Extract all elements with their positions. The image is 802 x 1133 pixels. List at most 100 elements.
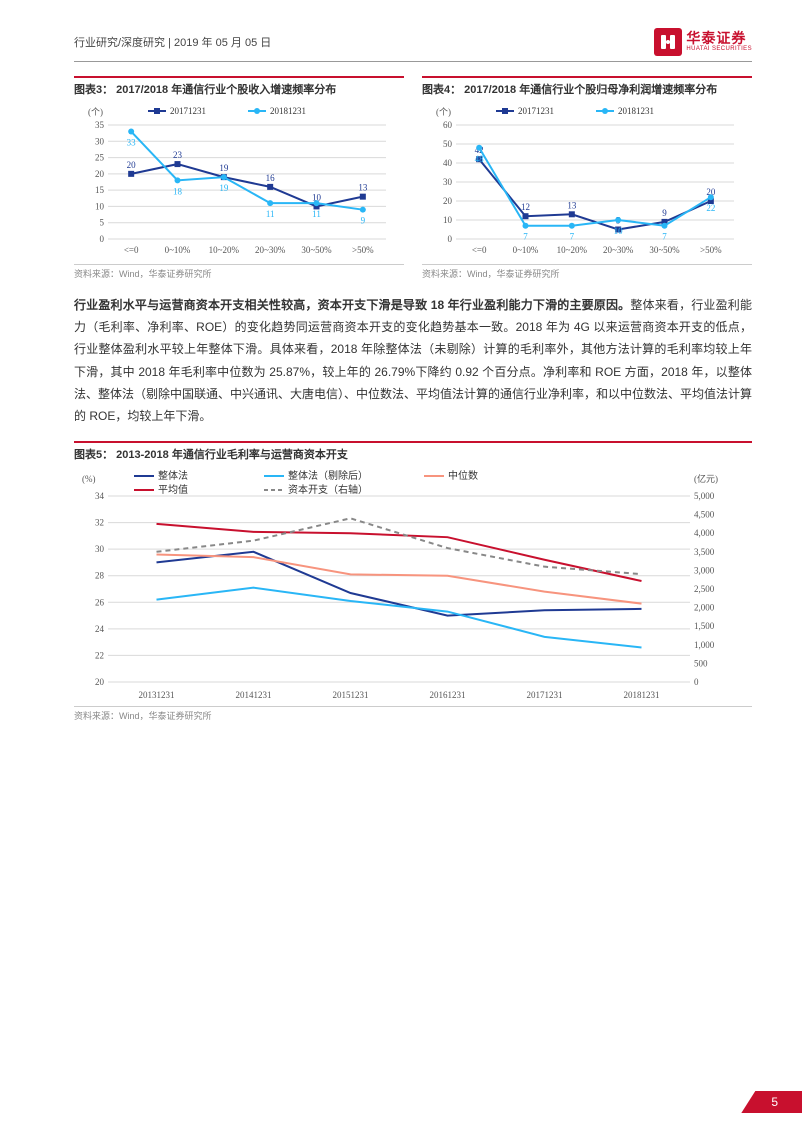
svg-text:20: 20	[443, 196, 453, 206]
svg-text:4,500: 4,500	[694, 510, 715, 520]
svg-text:20171231: 20171231	[527, 690, 563, 700]
svg-text:22: 22	[95, 651, 104, 661]
svg-text:9: 9	[361, 216, 366, 226]
svg-text:24: 24	[95, 624, 105, 634]
svg-text:10~20%: 10~20%	[209, 245, 240, 255]
svg-text:中位数: 中位数	[448, 469, 478, 482]
svg-text:1,500: 1,500	[694, 621, 715, 631]
svg-text:3,500: 3,500	[694, 547, 715, 557]
chart3-block: 图表3： 2017/2018 年通信行业个股收入增速频率分布 0 5 10 15 20 2…	[74, 76, 404, 280]
logo-icon	[654, 28, 682, 56]
svg-text:19: 19	[219, 183, 229, 193]
svg-text:资本开支（右轴）: 资本开支（右轴）	[288, 483, 368, 496]
svg-text:5,000: 5,000	[694, 491, 715, 501]
svg-text:>50%: >50%	[352, 245, 374, 255]
body-bold-lead: 行业盈利水平与运营商资本开支相关性较高，资本开支下滑是导致 18 年行业盈利能力…	[74, 298, 630, 312]
svg-text:9: 9	[662, 208, 667, 218]
svg-text:0~10%: 0~10%	[513, 245, 539, 255]
svg-text:(亿元): (亿元)	[694, 473, 718, 484]
svg-text:11: 11	[312, 209, 321, 219]
svg-text:13: 13	[567, 200, 577, 210]
svg-text:19: 19	[219, 163, 229, 173]
chart4-svg: 0 10 20 30 40 50 60 (个) <=0 0~10% 10~20% 20~30% 30~5…	[422, 101, 742, 261]
svg-text:20141231: 20141231	[236, 690, 272, 700]
svg-text:500: 500	[694, 659, 708, 669]
logo-text-cn: 华泰证券	[686, 31, 752, 46]
svg-text:20181231: 20181231	[270, 106, 306, 116]
svg-text:20181231: 20181231	[618, 106, 654, 116]
svg-text:20151231: 20151231	[333, 690, 369, 700]
svg-text:1,000: 1,000	[694, 640, 715, 650]
svg-text:7: 7	[523, 232, 528, 242]
chart4-source: 资料来源：Wind，华泰证券研究所	[422, 264, 752, 280]
svg-text:35: 35	[95, 120, 105, 130]
svg-text:>50%: >50%	[700, 245, 722, 255]
svg-text:30: 30	[443, 177, 453, 187]
svg-text:20181231: 20181231	[624, 690, 660, 700]
chart5-block: 图表5： 2013-2018 年通信行业毛利率与运营商资本开支 20222426…	[74, 441, 752, 722]
svg-text:32: 32	[95, 518, 104, 528]
page-number: 5	[741, 1091, 802, 1113]
svg-text:11: 11	[266, 209, 275, 219]
svg-text:平均值: 平均值	[158, 483, 188, 496]
chart3-source: 资料来源：Wind，华泰证券研究所	[74, 264, 404, 280]
chart5-source: 资料来源：Wind，华泰证券研究所	[74, 706, 752, 722]
page-header: 行业研究/深度研究 | 2019 年 05 月 05 日 华泰证券 HUATAI…	[74, 28, 752, 62]
chart4-title: 图表4： 2017/2018 年通信行业个股归母净利润增速频率分布	[422, 76, 752, 97]
chart5-title: 图表5： 2013-2018 年通信行业毛利率与运营商资本开支	[74, 441, 752, 462]
svg-text:2,000: 2,000	[694, 603, 715, 613]
svg-text:30: 30	[95, 544, 105, 554]
svg-text:20: 20	[95, 677, 105, 687]
svg-text:0: 0	[100, 234, 105, 244]
svg-text:48: 48	[475, 154, 485, 164]
svg-text:30~50%: 30~50%	[301, 245, 332, 255]
svg-text:60: 60	[443, 120, 453, 130]
svg-text:20131231: 20131231	[139, 690, 175, 700]
svg-text:40: 40	[443, 158, 453, 168]
svg-text:20~30%: 20~30%	[603, 245, 634, 255]
svg-text:10: 10	[95, 201, 105, 211]
svg-text:(%): (%)	[82, 474, 96, 484]
svg-text:0: 0	[448, 234, 453, 244]
svg-text:20: 20	[127, 160, 136, 170]
svg-text:30: 30	[95, 136, 105, 146]
svg-text:0~10%: 0~10%	[165, 245, 191, 255]
svg-text:18: 18	[173, 186, 183, 196]
svg-text:50: 50	[443, 139, 453, 149]
svg-text:15: 15	[95, 185, 105, 195]
svg-text:34: 34	[95, 491, 105, 501]
svg-text:整体法（剔除后）: 整体法（剔除后）	[288, 469, 368, 482]
svg-text:10: 10	[614, 226, 624, 236]
svg-text:10~20%: 10~20%	[557, 245, 588, 255]
brand-logo: 华泰证券 HUATAI SECURITIES	[654, 28, 752, 56]
svg-text:3,000: 3,000	[694, 566, 715, 576]
svg-text:28: 28	[95, 571, 105, 581]
svg-text:30~50%: 30~50%	[649, 245, 680, 255]
svg-text:25: 25	[95, 153, 105, 163]
svg-text:2,500: 2,500	[694, 584, 715, 594]
svg-text:整体法: 整体法	[158, 469, 188, 482]
logo-text-en: HUATAI SECURITIES	[686, 46, 752, 53]
svg-text:23: 23	[173, 150, 183, 160]
svg-text:20171231: 20171231	[170, 106, 206, 116]
body-rest: 整体来看，行业盈利能力（毛利率、净利率、ROE）的变化趋势同运营商资本开支的变化…	[74, 298, 752, 423]
svg-text:13: 13	[358, 183, 368, 193]
svg-text:(个): (个)	[88, 107, 103, 117]
svg-text:33: 33	[127, 138, 136, 148]
svg-text:20171231: 20171231	[518, 106, 554, 116]
svg-text:16: 16	[266, 173, 276, 183]
svg-text:12: 12	[521, 202, 530, 212]
svg-text:20~30%: 20~30%	[255, 245, 286, 255]
svg-text:0: 0	[694, 677, 699, 687]
chart3-svg: 0 5 10 15 20 25 30 35 (个) <=0 0~10% 10~20% 20~30% 30~…	[74, 101, 394, 261]
svg-text:<=0: <=0	[472, 245, 487, 255]
svg-text:22: 22	[706, 203, 715, 213]
chart3-title: 图表3： 2017/2018 年通信行业个股收入增速频率分布	[74, 76, 404, 97]
body-paragraph: 行业盈利水平与运营商资本开支相关性较高，资本开支下滑是导致 18 年行业盈利能力…	[74, 294, 752, 427]
chart4-block: 图表4： 2017/2018 年通信行业个股归母净利润增速频率分布 0 10 20 3…	[422, 76, 752, 280]
svg-text:5: 5	[100, 218, 105, 228]
svg-text:20161231: 20161231	[430, 690, 466, 700]
svg-text:<=0: <=0	[124, 245, 139, 255]
svg-text:(个): (个)	[436, 107, 451, 117]
breadcrumb: 行业研究/深度研究 | 2019 年 05 月 05 日	[74, 34, 271, 50]
